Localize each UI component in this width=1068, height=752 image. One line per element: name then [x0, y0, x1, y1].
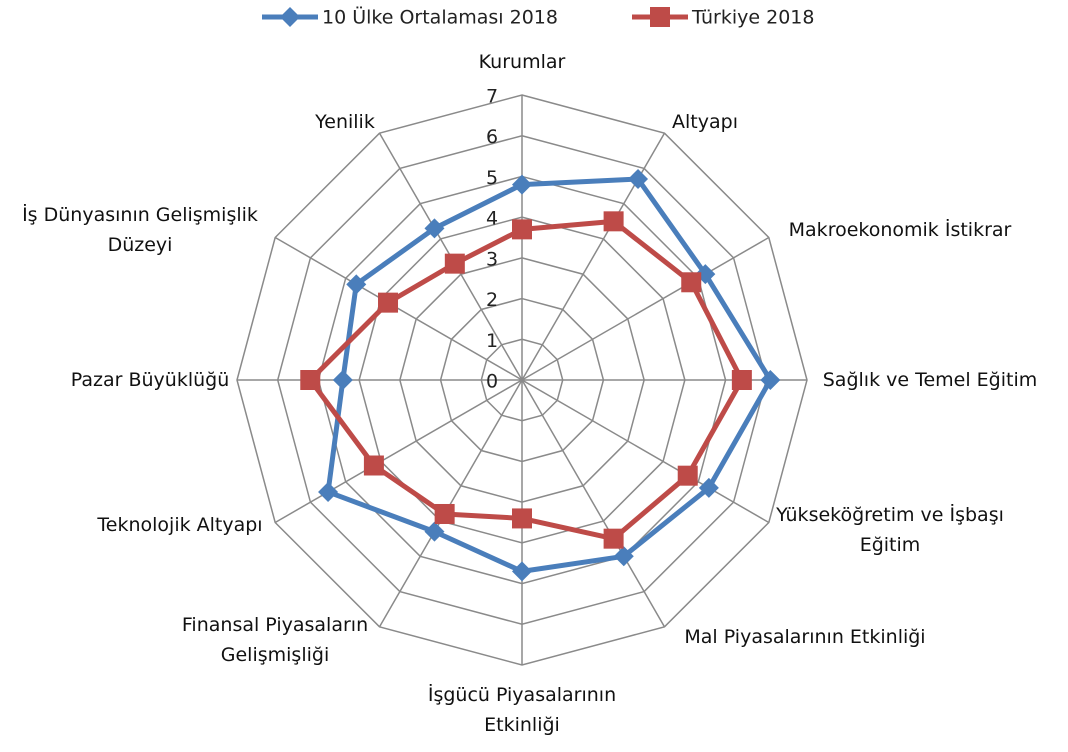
category-label: İşgücü Piyasalarının Etkinliği: [427, 684, 617, 736]
r-tick-label: 6: [486, 126, 498, 148]
r-tick-label: 5: [486, 167, 498, 189]
marker: [698, 477, 719, 498]
marker: [603, 211, 624, 232]
marker: [424, 218, 445, 239]
marker: [318, 481, 339, 502]
r-tick-label: 2: [486, 289, 498, 311]
marker: [677, 465, 698, 486]
r-tick-label: 7: [486, 86, 498, 108]
axis-spoke: [521, 379, 666, 628]
category-label: Teknolojik Altyapı: [97, 514, 263, 536]
axis-spoke: [378, 379, 523, 628]
marker: [731, 370, 752, 390]
marker: [512, 174, 532, 195]
r-tick-label: 4: [486, 208, 498, 230]
marker: [512, 508, 532, 529]
marker: [300, 370, 321, 390]
category-label: Mal Piyasalarının Etkinliği: [684, 626, 926, 648]
r-tick-label: 1: [486, 330, 498, 352]
category-label: Sağlık ve Temel Eğitim: [822, 369, 1038, 391]
category-label: Yükseköğretim ve İşbaşı Eğitim: [776, 504, 1004, 556]
legend-label: 10 Ülke Ortalaması 2018: [322, 6, 558, 29]
marker: [434, 503, 455, 524]
series-line: [325, 176, 773, 574]
category-label: Finansal Piyasaların Gelişmişliği: [181, 614, 369, 666]
marker: [628, 169, 649, 190]
marker: [363, 455, 384, 476]
axis-spoke: [274, 379, 523, 524]
marker: [346, 274, 367, 295]
category-label: Pazar Büyüklüğü: [70, 369, 230, 391]
r-tick-label: 0: [486, 371, 498, 393]
marker: [603, 528, 624, 549]
marker: [378, 292, 399, 313]
category-label: Altyapı: [672, 111, 738, 133]
marker: [332, 370, 353, 390]
category-label: İş Dünyasının Gelişmişlik Düzeyi: [22, 204, 258, 256]
marker: [512, 219, 532, 240]
legend-marker: [650, 7, 670, 27]
axis-spoke: [521, 379, 770, 524]
category-label: Yenilik: [315, 111, 375, 133]
legend-marker: [280, 7, 300, 27]
axis-spoke: [521, 236, 770, 381]
marker: [681, 272, 702, 293]
marker: [424, 521, 445, 542]
marker: [760, 370, 781, 390]
marker: [444, 253, 465, 274]
category-label: Makroekonomik İstikrar: [788, 219, 1012, 241]
category-label: Kurumlar: [478, 51, 566, 73]
marker: [512, 561, 532, 582]
axis-spoke: [274, 236, 523, 381]
r-tick-label: 3: [486, 248, 498, 270]
marker: [613, 546, 634, 567]
legend-label: Türkiye 2018: [691, 7, 814, 29]
